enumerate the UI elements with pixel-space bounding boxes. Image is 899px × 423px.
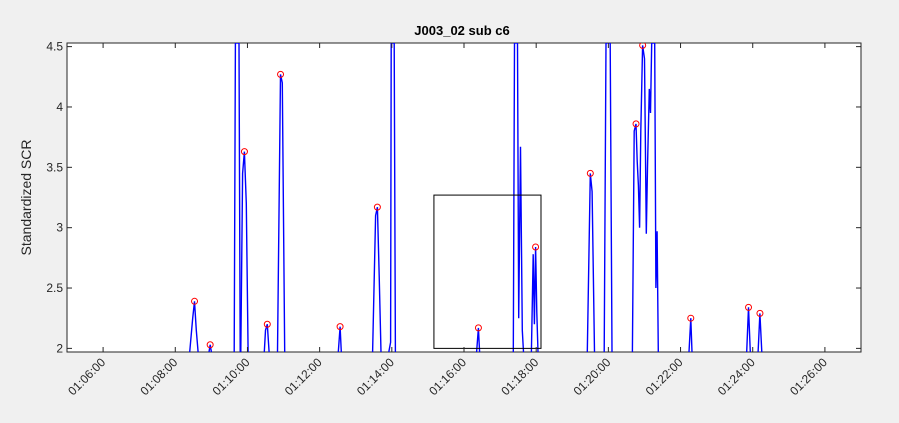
x-tick-label: 01:08:00 xyxy=(137,355,180,398)
peak-marker xyxy=(532,243,540,251)
x-tick-label: 01:12:00 xyxy=(282,355,325,398)
x-tick-label: 01:22:00 xyxy=(643,355,686,398)
series-line-segment xyxy=(530,246,539,352)
peak-marker xyxy=(263,320,271,328)
series-line-segment xyxy=(475,327,481,352)
peak-marker xyxy=(240,148,248,156)
y-tick-label: 3 xyxy=(56,221,63,235)
y-tick-label: 4 xyxy=(56,100,63,114)
peak-marker xyxy=(373,203,381,211)
peak-marker xyxy=(745,303,753,311)
series-line-segment xyxy=(746,307,751,352)
chart-title: J003_02 sub c6 xyxy=(414,23,509,38)
x-tick-label: 01:14:00 xyxy=(354,355,397,398)
x-tick-label: 01:26:00 xyxy=(787,355,830,398)
peak-marker xyxy=(632,120,640,128)
series-line-segment xyxy=(371,207,382,352)
x-tick-label: 01:10:00 xyxy=(210,355,253,398)
y-tick-label: 3.5 xyxy=(46,160,63,174)
series-line-segment xyxy=(276,74,286,352)
series-line-segment xyxy=(586,173,596,352)
series-line-segment xyxy=(233,43,241,352)
x-tick-label: 01:06:00 xyxy=(65,355,108,398)
peak-marker xyxy=(586,169,594,177)
peak-marker xyxy=(277,70,285,78)
series-line-segment xyxy=(512,43,525,352)
series-line-segment xyxy=(337,326,342,352)
x-tick-label: 01:20:00 xyxy=(571,355,614,398)
plot-area xyxy=(66,42,862,353)
series-line-segment xyxy=(208,344,213,352)
y-axis-label: Standardized SCR xyxy=(18,140,34,256)
y-tick-label: 4.5 xyxy=(46,40,63,54)
x-tick-label: 01:24:00 xyxy=(715,355,758,398)
peak-marker xyxy=(639,43,647,49)
y-tick-label: 2.5 xyxy=(46,281,63,295)
x-tick-label: 01:16:00 xyxy=(426,355,469,398)
series-line-segment xyxy=(688,318,693,352)
peak-marker xyxy=(336,323,344,331)
series-line-segment xyxy=(388,43,397,352)
peak-marker xyxy=(474,324,482,332)
y-tick-label: 2 xyxy=(56,341,63,355)
series-line-segment xyxy=(189,301,199,352)
peak-marker xyxy=(206,341,214,349)
series-line-segment xyxy=(603,43,613,352)
chart-marks xyxy=(189,43,764,352)
peak-marker xyxy=(191,297,199,305)
annotation-rectangle xyxy=(433,194,542,349)
peak-marker xyxy=(756,309,764,317)
peak-marker xyxy=(687,314,695,322)
series-line-segment xyxy=(757,313,763,352)
series-line-segment xyxy=(240,151,249,352)
x-tick-label: 01:18:00 xyxy=(498,355,541,398)
series-line-segment xyxy=(631,43,659,352)
